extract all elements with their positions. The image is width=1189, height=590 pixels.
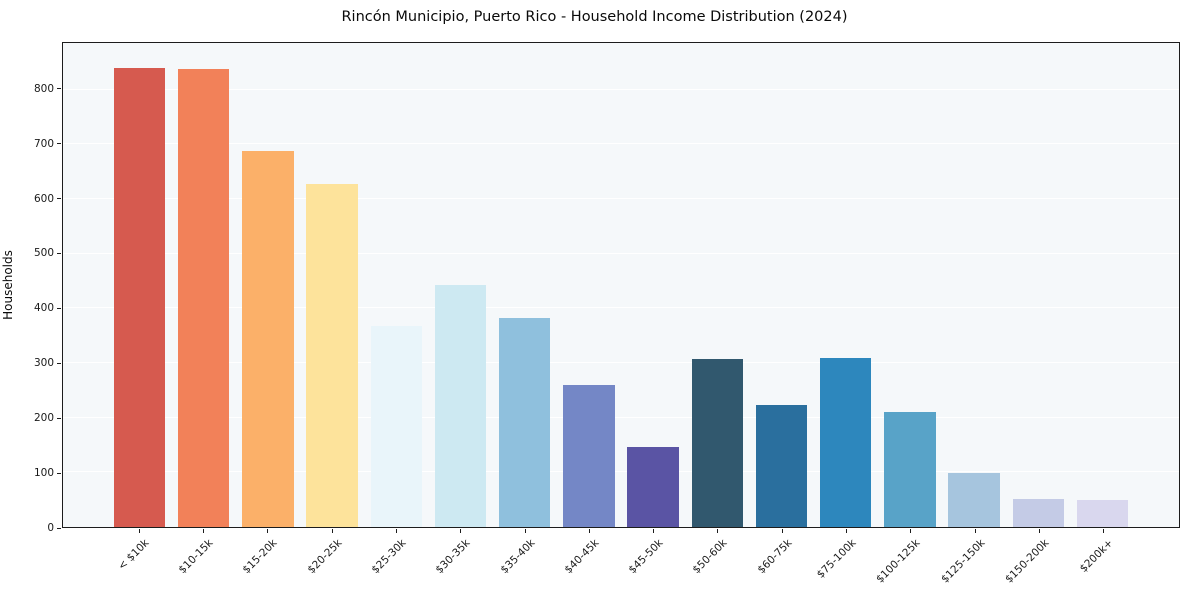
x-tick-mark <box>588 529 590 533</box>
y-tick-label: 300 <box>33 357 54 370</box>
x-tick-label: $60-75k <box>755 537 795 577</box>
x-tick-mark <box>1039 529 1041 533</box>
x-tick-label: $75-100k <box>814 537 859 581</box>
bar-$100-125k <box>884 411 936 527</box>
y-tick-mark <box>57 362 61 364</box>
x-tick-label: $50-60k <box>690 537 730 577</box>
y-tick-mark <box>57 417 61 419</box>
y-tick-mark <box>57 252 61 254</box>
x-tick-mark <box>267 529 269 533</box>
x-tick-label: $200k+ <box>1078 537 1116 575</box>
gridline <box>63 361 1179 363</box>
y-tick-mark <box>57 88 61 90</box>
bar-$150-200k <box>1012 498 1065 527</box>
bar-$45-50k <box>627 446 679 527</box>
y-tick-mark <box>57 143 61 145</box>
x-tick-mark <box>395 529 397 533</box>
x-tick-label: $125-150k <box>938 537 988 586</box>
x-tick-label: $150-200k <box>1003 537 1052 586</box>
x-tick-label: $25-30k <box>369 537 409 577</box>
y-tick-label: 800 <box>33 82 54 95</box>
y-tick-label: 600 <box>33 192 54 205</box>
x-tick-label: $10-15k <box>176 537 216 577</box>
bar-$35-40k <box>498 317 551 527</box>
gridline <box>63 143 1179 145</box>
x-tick-label: $100-125k <box>874 537 923 586</box>
x-tick-mark <box>974 529 976 533</box>
x-tick-label: $20-25k <box>304 537 345 577</box>
y-tick-label: 500 <box>33 247 54 260</box>
x-tick-mark <box>1103 529 1105 533</box>
x-tick-mark <box>331 529 333 533</box>
bar-$30-35k <box>434 285 487 527</box>
x-tick-mark <box>138 529 140 533</box>
x-tick-mark <box>460 529 462 533</box>
x-tick-mark <box>910 529 912 533</box>
y-tick-mark <box>57 472 61 474</box>
bar-$50-60k <box>691 358 743 527</box>
x-tick-label: $45-50k <box>626 537 666 577</box>
bar-< $10k <box>113 67 166 527</box>
y-axis-label: Households <box>1 250 15 320</box>
y-tick-label: 200 <box>33 412 54 425</box>
bar-$75-100k <box>820 358 872 527</box>
gridline <box>63 252 1179 254</box>
x-tick-mark <box>653 529 655 533</box>
gridline <box>63 471 1179 473</box>
x-tick-label: $30-35k <box>433 537 473 577</box>
chart-title: Rincón Municipio, Puerto Rico - Househol… <box>341 9 848 25</box>
y-tick-label: 400 <box>33 302 54 315</box>
bar-$200k+ <box>1076 499 1129 527</box>
plot-area <box>62 42 1180 528</box>
x-tick-label: $35-40k <box>497 537 537 577</box>
gridline <box>63 416 1179 418</box>
x-tick-mark <box>202 529 204 533</box>
bar-$25-30k <box>370 326 422 527</box>
bar-$15-20k <box>242 150 294 527</box>
gridline <box>63 197 1179 199</box>
y-tick-label: 0 <box>47 522 54 534</box>
y-tick-label: 100 <box>33 467 54 480</box>
bar-$20-25k <box>306 183 358 527</box>
gridline <box>63 88 1179 90</box>
x-tick-label: $15-20k <box>240 537 280 577</box>
x-tick-label: $40-45k <box>562 537 602 577</box>
gridline <box>63 307 1179 309</box>
x-tick-mark <box>781 529 783 533</box>
x-tick-mark <box>846 529 848 533</box>
bar-$10-15k <box>177 69 230 527</box>
y-tick-label: 700 <box>33 137 54 150</box>
x-tick-mark <box>524 529 526 533</box>
x-tick-label: < $10k <box>115 537 152 573</box>
y-tick-mark <box>57 307 61 309</box>
bar-$125-150k <box>948 473 1000 527</box>
y-tick-mark <box>57 198 61 199</box>
y-tick-mark <box>57 527 61 529</box>
x-tick-mark <box>717 529 719 533</box>
bar-$40-45k <box>563 385 615 527</box>
bar-$60-75k <box>755 404 808 527</box>
